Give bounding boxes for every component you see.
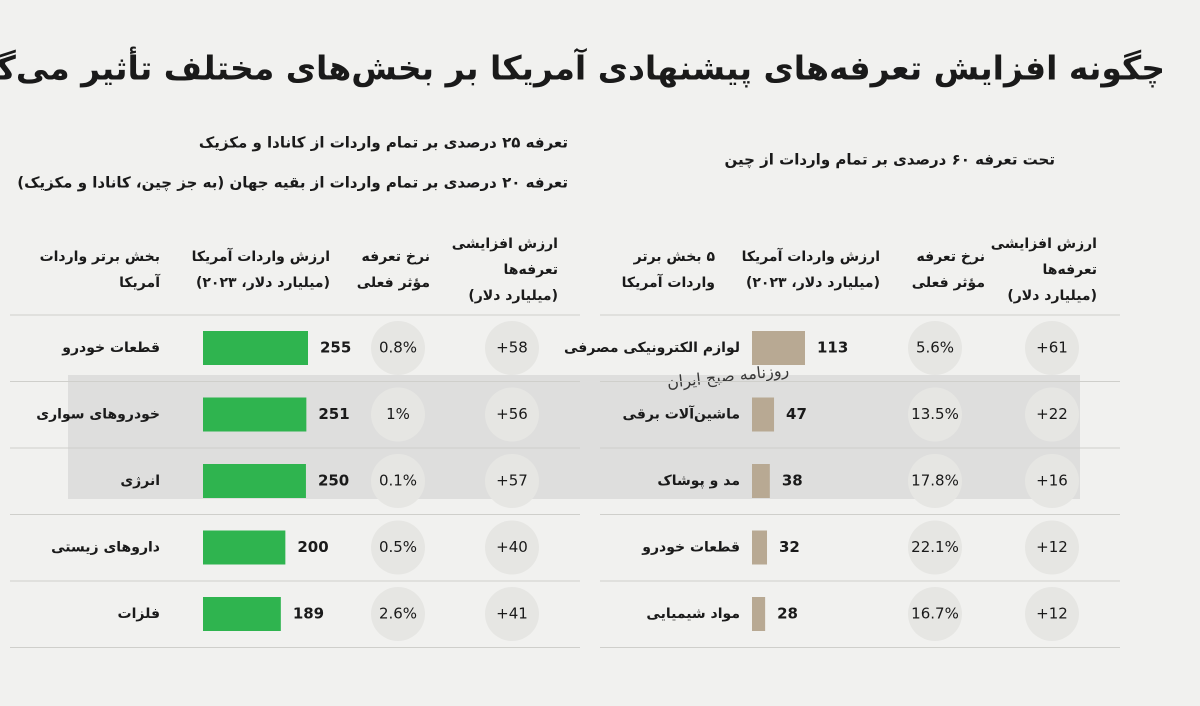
value-label: 38	[782, 472, 803, 490]
rate-label: 16.7%	[911, 605, 959, 623]
bar	[752, 597, 766, 631]
category-label: انرژی	[120, 473, 160, 489]
increase-label: +40	[496, 538, 528, 556]
rate-label: 2.6%	[379, 605, 417, 623]
rate-label: 0.5%	[379, 538, 417, 556]
rate-circle	[371, 520, 425, 575]
rate-circle	[908, 587, 962, 641]
column-header: (میلیارد دلار، ۲۰۲۳)	[196, 275, 330, 291]
bar	[752, 397, 775, 432]
category-label: مد و پوشاک	[657, 473, 740, 489]
increase-label: +41	[496, 605, 528, 623]
bar	[203, 331, 308, 365]
increase-label: +57	[496, 472, 528, 490]
rate-circle	[908, 321, 962, 375]
column-header: ارزش واردات آمریکا	[192, 247, 330, 265]
column-header: (میلیارد دلار)	[468, 288, 558, 304]
increase-circle	[1025, 321, 1079, 375]
category-label: لوازم الکترونیکی مصرفی	[564, 340, 740, 356]
column-header: نرخ تعرفه	[362, 249, 430, 265]
value-label: 251	[318, 405, 349, 423]
column-header: واردات آمریکا	[622, 273, 715, 291]
rate-label: 5.6%	[916, 339, 954, 357]
column-header: بخش برتر واردات	[40, 249, 160, 265]
category-label: قطعات خودرو	[641, 540, 740, 556]
increase-circle	[485, 520, 539, 575]
rate-circle	[371, 454, 425, 508]
category-label: خودروهای سواری	[36, 407, 160, 423]
column-header: آمریکا	[119, 273, 161, 291]
value-label: 28	[777, 605, 798, 623]
subtitle: تعرفه ۲۰ درصدی بر تمام واردات از بقیه جه…	[17, 174, 568, 193]
value-label: 200	[297, 538, 328, 556]
value-label: 189	[293, 605, 324, 623]
rate-label: 1%	[386, 405, 410, 423]
column-header: ۵ بخش برتر	[633, 249, 716, 265]
rate-circle	[908, 454, 962, 508]
rate-label: 17.8%	[911, 472, 959, 490]
increase-circle	[485, 321, 539, 375]
increase-label: +16	[1036, 472, 1068, 490]
rate-circle	[371, 321, 425, 375]
column-header: (میلیارد دلار، ۲۰۲۳)	[746, 275, 880, 291]
rate-label: 22.1%	[911, 538, 959, 556]
increase-circle	[1025, 587, 1079, 641]
increase-circle	[485, 587, 539, 641]
bar	[752, 530, 768, 565]
increase-circle	[1025, 520, 1079, 575]
bar	[752, 464, 770, 498]
increase-label: +58	[496, 339, 528, 357]
category-label: فلزات	[118, 606, 160, 622]
bar	[203, 530, 286, 565]
bar	[203, 397, 307, 432]
column-header: ارزش افزایشی	[452, 236, 558, 252]
column-header: ارزش واردات آمریکا	[742, 247, 880, 265]
subtitle: تحت تعرفه ۶۰ درصدی بر تمام واردات از چین	[724, 151, 1055, 170]
increase-circle	[1025, 387, 1079, 442]
value-label: 47	[786, 405, 807, 423]
category-label: مواد شیمیایی	[646, 606, 740, 622]
title: چگونه افزایش تعرفه‌های پیشنهادی آمریکا ب…	[0, 47, 1165, 89]
increase-circle	[485, 387, 539, 442]
value-label: 32	[779, 538, 800, 556]
category-label: داروهای زیستی	[51, 540, 160, 556]
rate-circle	[371, 387, 425, 442]
increase-label: +56	[496, 405, 528, 423]
column-header: نرخ تعرفه	[917, 249, 985, 265]
increase-label: +61	[1036, 339, 1068, 357]
rate-label: 0.8%	[379, 339, 417, 357]
value-label: 113	[817, 339, 848, 357]
column-header: تعرفه‌ها	[504, 262, 559, 278]
increase-circle	[1025, 454, 1079, 508]
column-header: مؤثر فعلی	[357, 275, 430, 291]
value-label: 250	[318, 472, 349, 490]
rate-label: 13.5%	[911, 405, 959, 423]
rate-circle	[908, 520, 962, 575]
column-header: ارزش افزایشی	[991, 236, 1097, 252]
rate-circle	[908, 387, 962, 442]
increase-label: +12	[1036, 605, 1068, 623]
column-header: مؤثر فعلی	[912, 275, 985, 291]
bar	[203, 464, 306, 498]
rate-label: 0.1%	[379, 472, 417, 490]
increase-circle	[485, 454, 539, 508]
bar	[203, 597, 281, 631]
increase-label: +12	[1036, 538, 1068, 556]
column-header: (میلیارد دلار)	[1007, 288, 1097, 304]
value-label: 255	[320, 339, 351, 357]
column-header: تعرفه‌ها	[1043, 262, 1098, 278]
category-label: ماشین‌آلات برقی	[623, 405, 740, 423]
bar	[752, 331, 805, 365]
category-label: قطعات خودرو	[61, 340, 160, 356]
increase-label: +22	[1036, 405, 1068, 423]
subtitle: تعرفه ۲۵ درصدی بر تمام واردات از کانادا …	[199, 134, 568, 152]
rate-circle	[371, 587, 425, 641]
